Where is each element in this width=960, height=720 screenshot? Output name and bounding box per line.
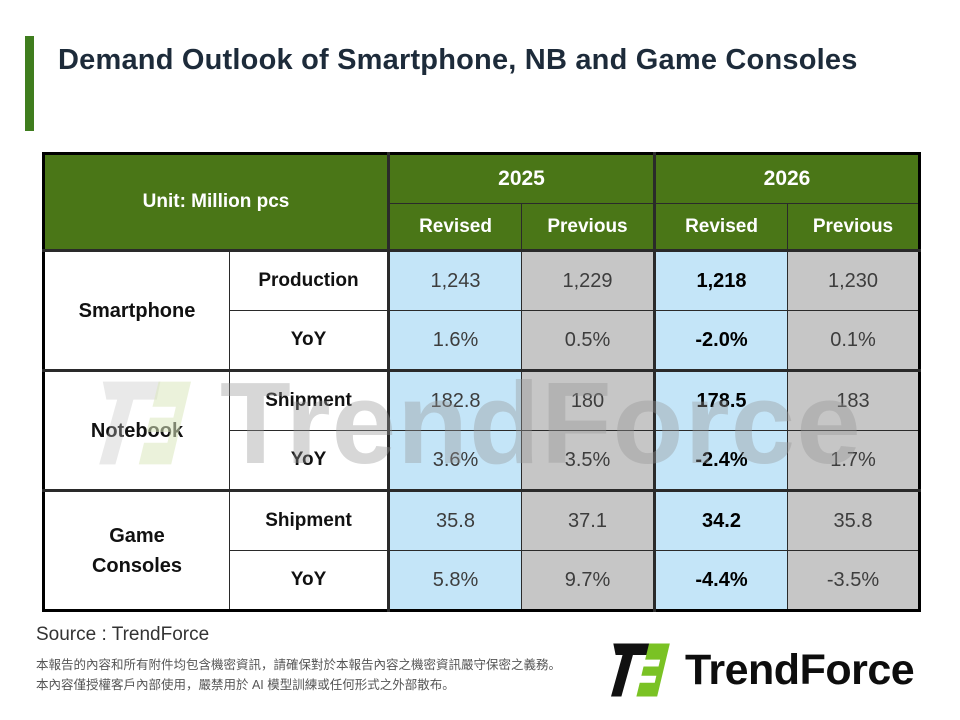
value-cell: 35.8 [787,489,920,551]
table-row: Notebook Shipment 182.8 180 178.5 183 [43,369,920,491]
value-cell: 5.8% [387,550,522,611]
trendforce-logo-text: TrendForce [685,645,915,694]
table-row: YoY 3.6% 3.5% -2.4% 1.7% [44,430,920,491]
value-cell: 182.8 [387,369,522,431]
subheader-2026-revised: Revised [653,203,788,251]
metric-cell: Shipment [229,489,389,551]
title-accent-bar [25,36,34,131]
value-cell: 0.1% [787,310,920,371]
disclaimer-line-2: 本內容僅授權客戶內部使用，嚴禁用於 AI 模型訓練或任何形式之外部散布。 [36,678,455,692]
unit-header-cell: Unit: Million pcs [43,153,389,251]
data-table: Unit: Million pcs 2025 2026 Revised Prev… [42,152,921,612]
value-cell: 34.2 [653,489,788,551]
value-cell: 37.1 [521,489,655,551]
category-cell-smartphone: Smartphone [43,249,230,371]
value-cell: -4.4% [653,550,788,611]
metric-cell: Production [229,249,389,311]
value-cell: 183 [787,369,920,431]
value-cell: 9.7% [521,550,655,611]
metric-cell: YoY [229,430,389,491]
category-cell-game-consoles: Game Consoles [43,489,230,611]
source-label: Source : TrendForce [36,624,210,645]
category-cell-notebook: Notebook [43,369,230,491]
value-cell: 35.8 [387,489,522,551]
subheader-2026-previous: Previous [787,203,920,251]
value-cell: 1.7% [787,430,920,491]
trendforce-logo: TrendForce [606,638,915,702]
metric-cell: Shipment [229,369,389,431]
metric-cell: YoY [229,310,389,371]
trendforce-logo-icon [611,643,670,697]
table-row: YoY 5.8% 9.7% -4.4% -3.5% [44,550,920,611]
header-row-subcolumns: Revised Previous Revised Previous [44,203,920,251]
table-row: Smartphone Production 1,243 1,229 1,218 … [43,249,920,371]
value-cell: 3.5% [521,430,655,491]
value-cell: 3.6% [387,430,522,491]
value-cell: 1.6% [387,310,522,371]
value-cell: 0.5% [521,310,655,371]
metric-cell: YoY [229,550,389,611]
subheader-2025-revised: Revised [387,203,522,251]
value-cell: -2.4% [653,430,788,491]
subheader-2025-previous: Previous [521,203,655,251]
table-row: YoY 1.6% 0.5% -2.0% 0.1% [44,310,920,371]
value-cell: 1,229 [521,249,655,311]
value-cell: 1,243 [387,249,522,311]
value-cell: -3.5% [787,550,920,611]
value-cell: -2.0% [653,310,788,371]
year-header-2025: 2025 [387,153,655,204]
disclaimer-line-1: 本報告的內容和所有附件均包含機密資訊，請確保對於本報告內容之機密資訊嚴守保密之義… [36,658,562,672]
value-cell: 180 [521,369,655,431]
year-header-2026: 2026 [653,153,920,204]
header-row-years: Unit: Million pcs 2025 2026 [43,153,920,251]
page-title: Demand Outlook of Smartphone, NB and Gam… [58,44,858,76]
value-cell: 1,218 [653,249,788,311]
value-cell: 178.5 [653,369,788,431]
disclaimer-text: 本報告的內容和所有附件均包含機密資訊，請確保對於本報告內容之機密資訊嚴守保密之義… [36,655,561,695]
table-row: Game Consoles Shipment 35.8 37.1 34.2 35… [43,489,920,611]
demand-outlook-table: Unit: Million pcs 2025 2026 Revised Prev… [42,152,921,612]
value-cell: 1,230 [787,249,920,311]
